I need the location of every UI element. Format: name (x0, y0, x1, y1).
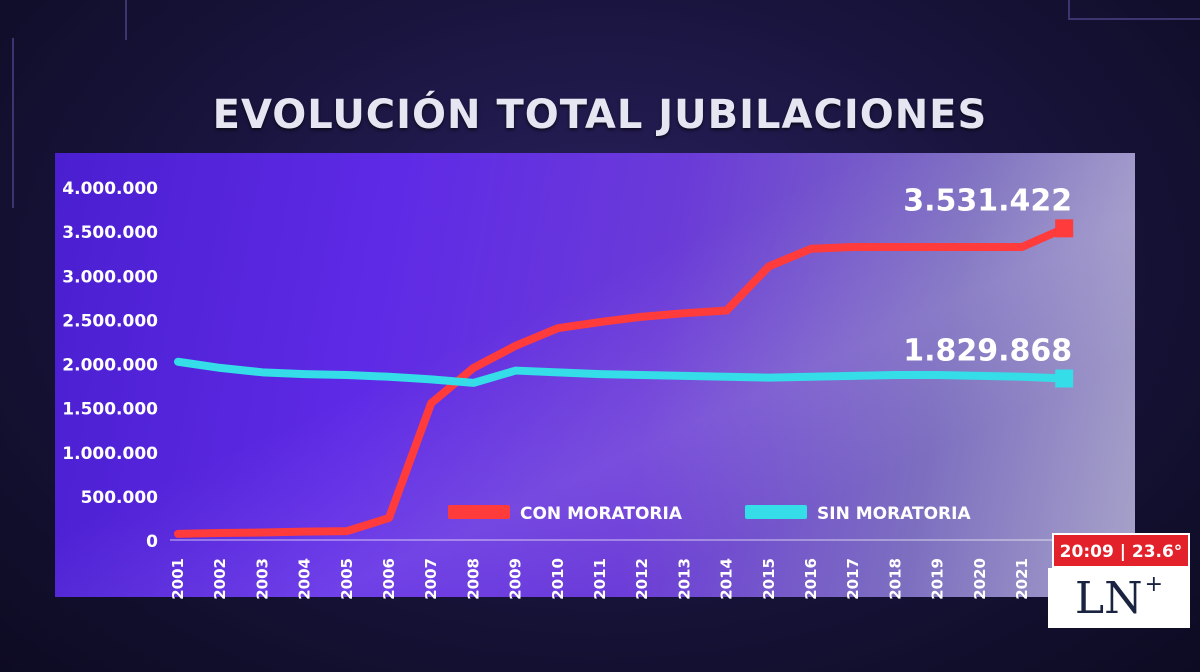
x-tick-label: 2019 (929, 558, 947, 600)
x-tick-label: 2002 (211, 558, 229, 600)
x-tick-label: 2008 (464, 558, 482, 600)
chart-title: EVOLUCIÓN TOTAL JUBILACIONES (212, 92, 988, 138)
y-tick-label: 2.000.000 (62, 356, 158, 376)
x-tick-label: 2003 (253, 558, 271, 600)
series-end-marker (1055, 219, 1074, 238)
x-tick-label: 2001 (169, 558, 187, 600)
frame-line-left (12, 38, 14, 208)
x-tick-label: 2014 (718, 558, 736, 600)
legend-label: SIN MORATORIA (817, 504, 971, 524)
y-tick-label: 3.000.000 (62, 267, 158, 287)
y-tick-label: 2.500.000 (62, 311, 158, 331)
y-tick-label: 500.000 (81, 488, 159, 508)
x-tick-label: 2011 (591, 558, 609, 600)
x-tick-label: 2009 (507, 558, 525, 600)
y-tick-label: 1.500.000 (62, 400, 158, 420)
ln-plus-logo: LN + (1048, 568, 1190, 628)
logo-plus: + (1144, 571, 1164, 597)
badge-separator: | (1119, 542, 1132, 562)
x-tick-label: 2005 (338, 558, 356, 600)
x-tick-label: 2004 (296, 558, 314, 600)
series-end-label: 1.829.868 (903, 334, 1072, 369)
x-tick-label: 2021 (1013, 558, 1031, 600)
x-tick-label: 2007 (422, 558, 440, 600)
x-tick-label: 2006 (380, 558, 398, 600)
y-tick-label: 4.000.000 (62, 179, 158, 199)
x-tick-label: 2017 (844, 558, 862, 600)
x-tick-label: 2020 (971, 558, 989, 600)
x-tick-label: 2016 (802, 558, 820, 600)
series-end-label: 3.531.422 (903, 183, 1072, 218)
frame-line-top (125, 0, 127, 40)
time-temp-badge: 20:09 | 23.6° (1052, 533, 1190, 568)
temperature-text: 23.6° (1131, 542, 1183, 562)
x-tick-label: 2010 (549, 558, 567, 600)
y-tick-label: 0 (146, 532, 158, 552)
series-end-marker (1055, 369, 1074, 388)
x-tick-label: 2018 (886, 558, 904, 600)
legend-swatch (448, 505, 510, 519)
legend-swatch (745, 505, 807, 519)
logo-text: LN (1074, 572, 1143, 624)
frame-line-corner (1068, 0, 1200, 20)
y-tick-label: 3.500.000 (62, 223, 158, 243)
x-tick-label: 2013 (675, 558, 693, 600)
x-tick-label: 2015 (760, 558, 778, 600)
series-line-sin-moratoria (174, 357, 1069, 387)
time-text: 20:09 (1059, 542, 1114, 562)
legend-label: CON MORATORIA (520, 504, 683, 524)
x-tick-label: 2012 (633, 558, 651, 600)
series-line-con-moratoria (174, 224, 1069, 538)
y-tick-label: 1.000.000 (62, 444, 158, 464)
